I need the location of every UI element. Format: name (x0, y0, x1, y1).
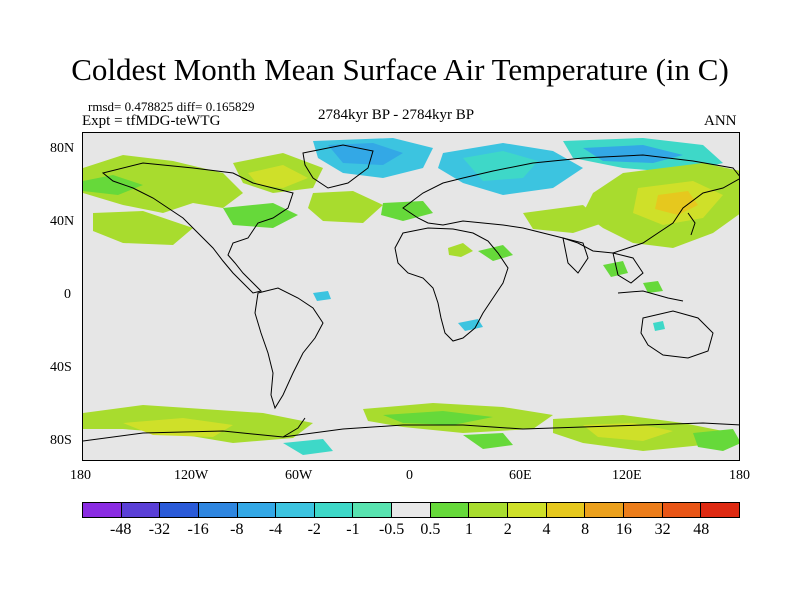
colorbar-label: 16 (615, 521, 632, 538)
lon-label-120w: 120W (174, 468, 209, 483)
colorbar-label: -16 (187, 521, 209, 538)
lat-label-0: 0 (64, 287, 71, 302)
map-title: Coldest Month Mean Surface Air Temperatu… (71, 52, 729, 87)
lat-label-80s: 80S (50, 433, 72, 448)
colorbar-label: -2 (307, 521, 321, 538)
colorbar-swatch (585, 503, 624, 517)
lon-label-0: 0 (406, 468, 413, 483)
colorbar-label: -1 (346, 521, 360, 538)
lon-label-120e: 120E (612, 468, 642, 483)
colorbar-label: 2 (503, 521, 512, 538)
colorbar-label: -4 (268, 521, 283, 538)
colorbar-label: 32 (654, 521, 671, 538)
colorbar-label: 4 (542, 521, 551, 538)
colorbar-swatch (469, 503, 509, 517)
colorbar-label: -0.5 (378, 521, 405, 538)
colorbar-swatch (160, 503, 199, 517)
season-label: ANN (704, 113, 737, 129)
lat-label-40s: 40S (50, 360, 72, 375)
colorbar-label: -48 (110, 521, 132, 538)
lat-label-80n: 80N (50, 141, 75, 156)
colorbar-swatch (430, 503, 470, 517)
colorbar-swatch (392, 503, 431, 517)
experiment-line: Expt = tfMDG-teWTG (82, 113, 221, 129)
colorbar-swatch (83, 503, 122, 517)
colorbar-swatch (198, 503, 238, 517)
colorbar-label: 0.5 (420, 521, 441, 538)
colorbar-swatch (121, 503, 161, 517)
period-label: 2784kyr BP - 2784kyr BP (318, 107, 475, 123)
map-svg (83, 138, 739, 455)
lon-label-60e: 60E (509, 468, 532, 483)
colorbar-swatch (276, 503, 315, 517)
lat-label-40n: 40N (50, 214, 75, 229)
colorbar-label: 8 (581, 521, 590, 538)
colorbar (82, 502, 740, 518)
map-panel (82, 132, 740, 461)
lon-label-180e: 180 (729, 468, 750, 483)
colorbar-label: 1 (465, 521, 474, 538)
colorbar-label: -32 (148, 521, 171, 538)
colorbar-swatch (623, 503, 663, 517)
coastlines (83, 144, 739, 442)
colorbar-swatch (701, 503, 739, 517)
colorbar-label: -8 (230, 521, 244, 538)
lon-label-60w: 60W (285, 468, 313, 483)
colorbar-swatch (662, 503, 702, 517)
colorbar-swatch (508, 503, 547, 517)
stats-line: rmsd= 0.478825 diff= 0.165829 (88, 99, 255, 114)
colorbar-swatch (353, 503, 393, 517)
colorbar-swatch (546, 503, 586, 517)
colorbar-label: 48 (693, 521, 710, 538)
colorbar-swatch (237, 503, 277, 517)
anomaly-fills (83, 138, 739, 455)
lon-label-180w: 180 (70, 468, 91, 483)
colorbar-swatch (314, 503, 354, 517)
